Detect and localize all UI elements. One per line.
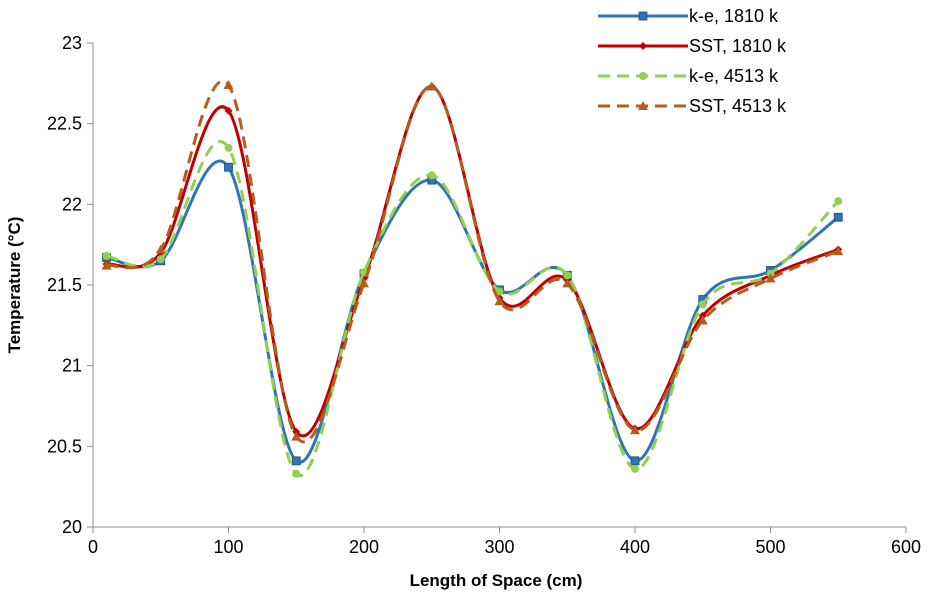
data-point [630, 425, 640, 435]
x-tick-label: 200 [349, 537, 379, 557]
data-point [834, 197, 843, 206]
y-tick-label: 20.5 [47, 436, 82, 456]
data-point [631, 464, 639, 473]
legend-marker [639, 72, 647, 80]
data-point [291, 456, 301, 466]
data-point [292, 469, 301, 478]
legend-label: SST, 1810 k [689, 36, 787, 56]
legend-item: SST, 1810 k [598, 36, 787, 56]
series-line [106, 79, 839, 444]
data-point [156, 255, 165, 264]
series-line [106, 85, 839, 437]
data-point [833, 246, 844, 256]
series-4 [101, 79, 844, 444]
legend-label: k-e, 4513 k [689, 66, 779, 86]
data-point [224, 162, 233, 172]
data-point [833, 212, 843, 222]
data-point [698, 300, 707, 309]
y-tick-label: 21.5 [47, 275, 82, 295]
y-tick-label: 20 [62, 517, 82, 537]
data-point [155, 244, 166, 254]
data-point [359, 278, 369, 288]
y-tick-label: 23 [62, 33, 82, 53]
legend-item: SST, 4513 k [598, 96, 787, 116]
data-point [697, 315, 708, 325]
legend: k-e, 1810 k SST, 1810 k k-e, 4513 k SST, 45… [598, 6, 787, 116]
x-tick-label: 0 [88, 537, 98, 557]
x-tick-label: 300 [484, 537, 514, 557]
data-point [563, 271, 572, 280]
legend-label: SST, 4513 k [689, 96, 787, 116]
x-tick-label: 400 [620, 537, 650, 557]
data-point [562, 278, 573, 288]
data-point [291, 431, 302, 441]
legend-item: k-e, 1810 k [598, 6, 779, 26]
legend-marker [638, 11, 648, 21]
legend-marker [639, 42, 647, 50]
x-axis-title: Length of Space (cm) [410, 571, 583, 590]
y-tick-label: 21 [62, 356, 82, 376]
data-point [630, 456, 640, 466]
x-tick-label: 600 [891, 537, 921, 557]
data-point [494, 296, 505, 306]
data-point [765, 273, 776, 283]
data-point [223, 79, 234, 89]
series-line [106, 140, 840, 477]
data-point [224, 143, 233, 152]
y-axis-title: Temperature (°C) [5, 217, 24, 354]
axes: 0 100 200 300 400 500 600 20 20.5 21 21.5 22 22.5 23 [47, 33, 921, 557]
x-tick-label: 500 [755, 537, 785, 557]
y-tick-label: 22.5 [47, 114, 82, 134]
series-layer [101, 79, 844, 478]
x-tick-label: 100 [213, 537, 243, 557]
data-point [101, 260, 112, 270]
data-point [224, 106, 233, 115]
legend-label: k-e, 1810 k [689, 6, 779, 26]
series-3 [102, 140, 843, 478]
y-tick-label: 22 [62, 194, 82, 214]
series-2 [102, 82, 843, 437]
data-point [495, 287, 504, 296]
data-point [102, 251, 111, 260]
legend-item: k-e, 4513 k [598, 66, 779, 86]
legend-marker [638, 101, 648, 110]
data-point [427, 171, 436, 180]
data-point [426, 81, 437, 91]
